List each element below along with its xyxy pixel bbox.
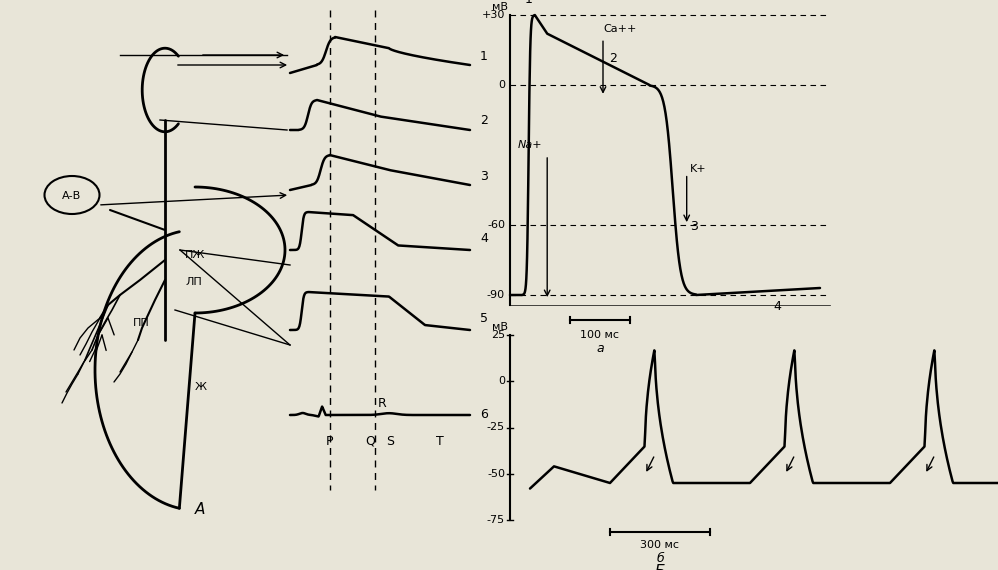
Text: 0: 0 bbox=[498, 80, 505, 90]
Text: а: а bbox=[596, 342, 604, 355]
Text: ПЖ: ПЖ bbox=[185, 250, 206, 260]
Text: -90: -90 bbox=[487, 290, 505, 300]
Text: мВ: мВ bbox=[492, 322, 508, 332]
Text: T: T bbox=[436, 435, 444, 448]
Text: 2: 2 bbox=[480, 115, 488, 128]
Text: -50: -50 bbox=[487, 469, 505, 479]
Text: мВ: мВ bbox=[492, 2, 508, 12]
Text: 6: 6 bbox=[480, 409, 488, 421]
Text: Б: Б bbox=[655, 564, 666, 570]
Text: K+: K+ bbox=[690, 164, 707, 174]
Text: Q: Q bbox=[365, 435, 375, 448]
Text: S: S bbox=[386, 435, 394, 448]
Text: б: б bbox=[656, 552, 664, 565]
Text: P: P bbox=[326, 435, 333, 448]
Text: 2: 2 bbox=[609, 52, 617, 64]
Text: 4: 4 bbox=[480, 232, 488, 245]
Text: 1: 1 bbox=[480, 50, 488, 63]
Text: ЛП: ЛП bbox=[185, 277, 202, 287]
Text: +30: +30 bbox=[482, 10, 505, 20]
Text: Na+: Na+ bbox=[518, 140, 542, 150]
Text: 1: 1 bbox=[525, 0, 533, 6]
Text: 4: 4 bbox=[773, 300, 781, 313]
Text: 5: 5 bbox=[480, 312, 488, 325]
Text: 100 мс: 100 мс bbox=[581, 330, 620, 340]
Text: -60: -60 bbox=[487, 220, 505, 230]
Text: R: R bbox=[378, 397, 387, 410]
Text: А-В: А-В bbox=[62, 191, 82, 201]
Text: 3: 3 bbox=[480, 169, 488, 182]
Text: -75: -75 bbox=[487, 515, 505, 525]
Text: 25: 25 bbox=[491, 330, 505, 340]
Text: Ca++: Ca++ bbox=[603, 24, 637, 34]
Text: 3: 3 bbox=[690, 219, 698, 233]
Text: 300 мс: 300 мс bbox=[641, 540, 680, 550]
Text: Ж: Ж bbox=[195, 382, 207, 392]
Text: 0: 0 bbox=[498, 376, 505, 386]
Text: A: A bbox=[195, 503, 206, 518]
Text: -25: -25 bbox=[487, 422, 505, 433]
Text: ПП: ПП bbox=[134, 318, 150, 328]
